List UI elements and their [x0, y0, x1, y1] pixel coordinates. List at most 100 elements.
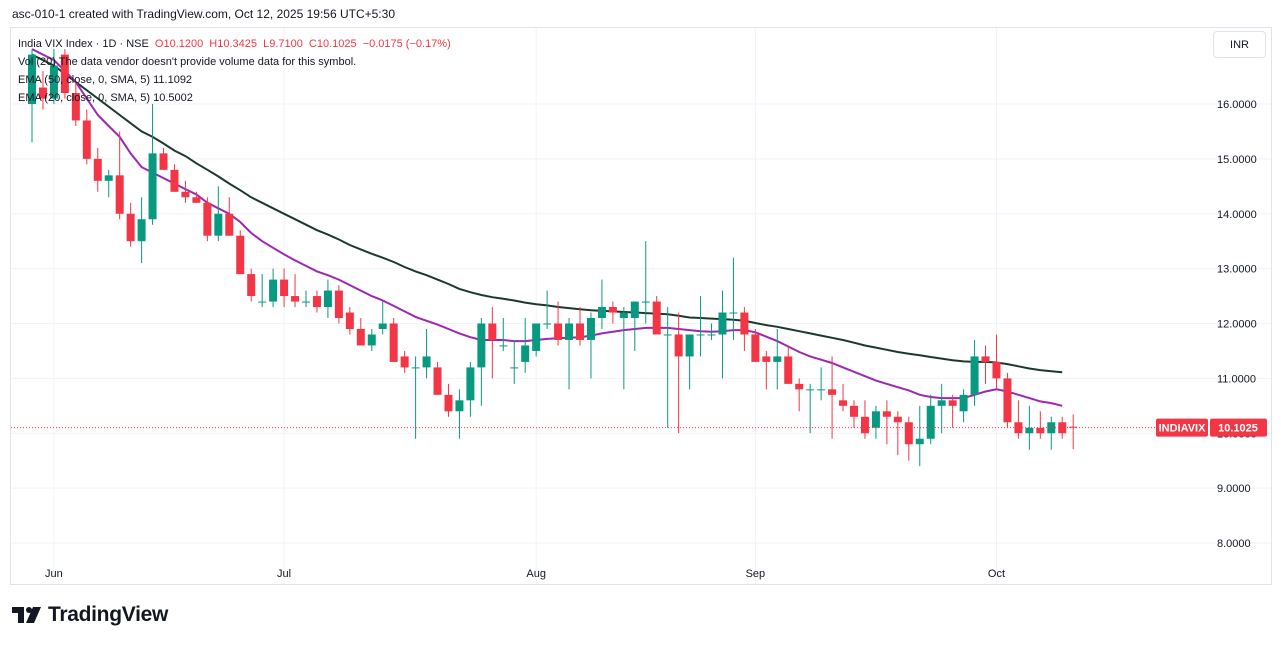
y-tick-label: 13.0000 [1217, 264, 1257, 276]
candle-body [126, 213, 135, 242]
candle-body [762, 356, 771, 362]
y-tick-label: 12.0000 [1217, 319, 1257, 331]
candle-body [378, 323, 387, 329]
candle-body [488, 323, 497, 340]
candle-body [466, 367, 475, 401]
candle [882, 400, 891, 445]
grid-lines [11, 28, 1271, 584]
candle [1003, 372, 1012, 428]
candle [71, 82, 80, 126]
candle-body [740, 312, 749, 335]
candle [860, 400, 869, 439]
candle-body [93, 158, 102, 181]
candle-body [422, 356, 431, 368]
y-tick-label: 14.0000 [1217, 209, 1257, 221]
candle [115, 131, 124, 220]
candle [630, 301, 639, 351]
candle [466, 361, 475, 417]
candle-body [104, 175, 113, 181]
candle-body [269, 279, 278, 302]
candle [378, 301, 387, 335]
candle [685, 334, 694, 390]
candle [904, 416, 913, 461]
candle [597, 279, 606, 329]
candle-body [302, 301, 310, 303]
candle-body [981, 356, 990, 362]
y-tick-label: 16.0000 [1217, 99, 1257, 111]
candle [312, 290, 321, 313]
candle-body [356, 328, 365, 346]
candle-body [586, 318, 595, 340]
x-tick-label: Jul [277, 568, 291, 580]
candle [926, 394, 935, 445]
candle [740, 307, 749, 351]
candle-body [828, 389, 837, 395]
candle [762, 350, 771, 390]
candle-body [970, 356, 979, 395]
candle [356, 318, 365, 346]
candle-body [247, 274, 256, 297]
candle-body [334, 290, 343, 319]
legend-symbol[interactable]: India VIX Index · 1D · NSE [18, 38, 149, 50]
legend-vol-row[interactable]: Vol (20) The data vendor doesn't provide… [18, 56, 357, 68]
candle-body [532, 323, 541, 351]
candle-body [652, 301, 661, 335]
candle-body [1036, 427, 1045, 434]
candle-body [1014, 422, 1023, 434]
y-tick-label: 11.0000 [1217, 373, 1256, 385]
candle-body [565, 323, 574, 340]
candle [367, 328, 376, 351]
legend-ema20-row[interactable]: EMA (20, close, 0, SMA, 5) 10.5002 [18, 92, 193, 104]
candle [38, 71, 47, 110]
candle [992, 334, 1001, 390]
candle [576, 307, 584, 346]
candle-body [148, 153, 157, 220]
legend-close: C10.1025 [308, 38, 357, 50]
candle [159, 147, 168, 170]
legend-open: O10.1200 [154, 38, 204, 50]
candle [784, 345, 793, 384]
candle [433, 361, 442, 395]
candle-body [860, 416, 869, 434]
candle [400, 350, 409, 373]
candle-body [159, 153, 168, 170]
candle [674, 312, 683, 434]
candle-body [181, 191, 190, 198]
candle [60, 49, 69, 99]
candle-body [948, 400, 957, 406]
last-price-tag: INDIAVIX 10.1025 [11, 418, 1267, 437]
candle [619, 307, 628, 390]
candle-body [455, 400, 464, 412]
legend-symbol-row[interactable]: India VIX Index · 1D · NSE O10.1200 H10.… [18, 35, 454, 53]
currency-button[interactable]: INR [1213, 31, 1266, 58]
candle [477, 318, 486, 406]
candle-body [795, 383, 804, 390]
candle-body [499, 345, 508, 347]
candle-body [521, 345, 530, 362]
candle [203, 197, 212, 242]
candle-body [137, 219, 146, 242]
candle [565, 318, 574, 390]
x-tick-label: Aug [526, 568, 546, 580]
candle-body [345, 312, 354, 329]
candle [937, 383, 946, 434]
candle-body [38, 87, 47, 99]
candle-body [554, 323, 563, 340]
candle [948, 394, 957, 428]
candle [258, 274, 267, 308]
candle [795, 378, 804, 412]
candle [839, 383, 848, 412]
candle [981, 345, 990, 384]
tradingview-logo[interactable]: TradingView [12, 603, 168, 627]
candle-body [291, 296, 300, 302]
candle [970, 339, 979, 406]
x-tick-label: Jun [45, 568, 63, 580]
candle-body [400, 356, 409, 368]
candle [773, 328, 782, 390]
candle-body [510, 367, 519, 369]
candle [104, 169, 113, 198]
candle-body [203, 202, 212, 236]
legend-ema50-row[interactable]: EMA (50, close, 0, SMA, 5) 11.1092 [18, 74, 193, 86]
y-tick-label: 9.0000 [1217, 483, 1251, 495]
